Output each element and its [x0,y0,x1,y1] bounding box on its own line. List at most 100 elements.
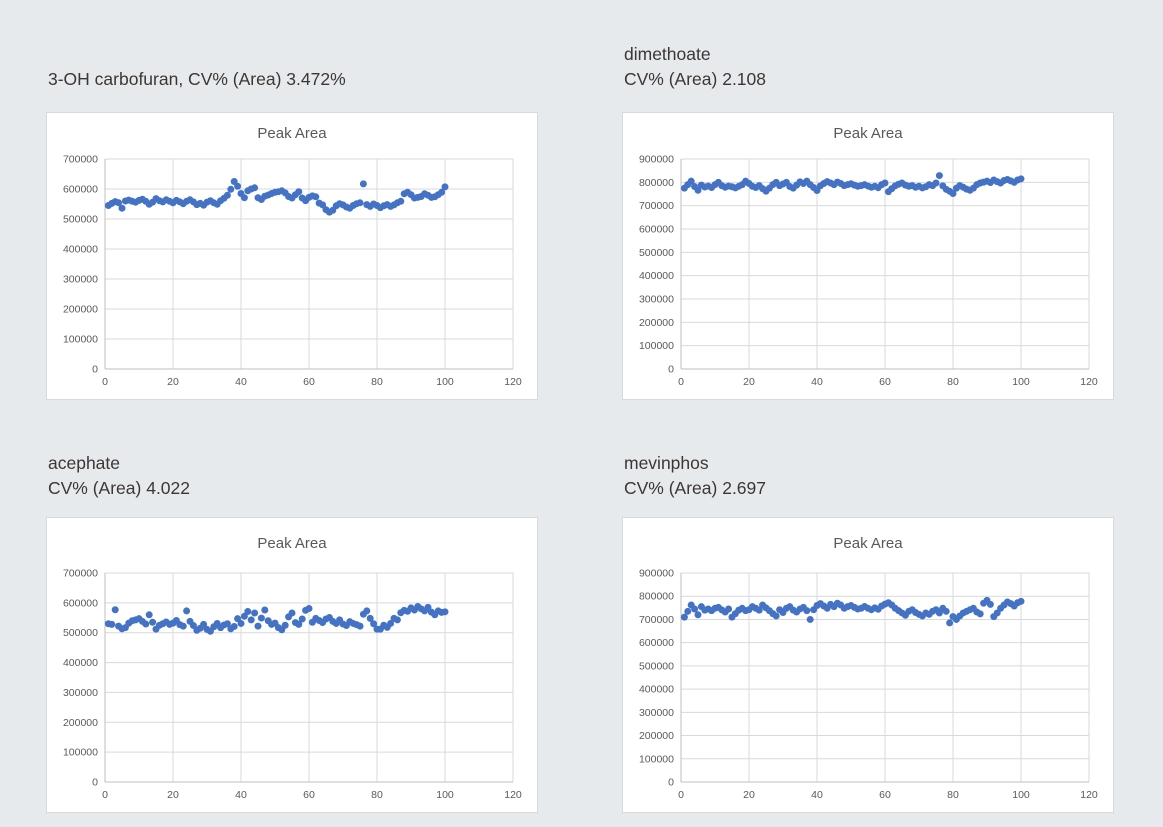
data-point [356,199,364,207]
chart-label-line2: CV% (Area) 2.108 [624,69,767,89]
y-tick-label: 300000 [639,707,674,719]
scatter-chart-svg: Peak Area 0 100000 200000 300000 400000 500000… [639,125,1098,388]
scatter-chart-svg: Peak Area 0 100000 200000 300000 400000 500000… [639,535,1098,801]
x-tick-label: 100 [436,376,454,388]
data-point [387,619,395,627]
chart-label-carbofuran: 3-OH carbofuran, CV% (Area) 3.472% [48,38,588,92]
data-point [881,179,889,187]
data-point [356,622,364,630]
data-point [251,184,259,192]
data-point [393,616,401,624]
data-point [312,193,320,201]
data-point [240,194,248,202]
data-point [295,620,303,628]
y-tick-label: 200000 [63,717,98,729]
y-tick-label: 0 [92,777,98,789]
data-point [366,614,374,622]
x-tick-label: 120 [1080,789,1098,801]
chart-label-dimethoate: dimethoate CV% (Area) 2.108 [624,38,1163,92]
data-point [118,204,126,212]
data-point [223,620,231,628]
data-point [234,182,242,190]
data-point [694,186,702,194]
x-tick-label: 40 [811,789,823,801]
y-tick-label: 900000 [639,154,674,166]
y-tick-label: 500000 [63,627,98,639]
data-point [725,605,733,613]
chart-label-mevinphos: mevinphos CV% (Area) 2.697 [624,445,1163,501]
chart-label-line2: CV% (Area) 2.697 [624,478,767,498]
data-point [183,607,191,615]
y-tick-label: 700000 [639,614,674,626]
x-tick-label: 120 [504,376,522,388]
data-point [237,619,245,627]
x-tick-label: 0 [678,376,684,388]
data-point [179,622,187,630]
data-point [976,610,984,618]
data-point [942,607,950,615]
y-tick-label: 600000 [63,597,98,609]
x-tick-label: 60 [879,376,891,388]
x-tick-label: 80 [947,789,959,801]
data-point [244,608,252,616]
data-point [111,606,119,614]
chart-title: Peak Area [833,125,903,142]
data-point [251,609,259,617]
data-point [281,621,289,629]
data-point [438,188,446,196]
y-tick-label: 600000 [639,637,674,649]
y-tick-label: 500000 [63,214,98,226]
data-point [115,199,123,207]
y-tick-label: 100000 [639,340,674,352]
y-tick-label: 600000 [63,184,98,196]
y-tick-label: 300000 [639,294,674,306]
data-point [687,177,695,185]
x-tick-label: 120 [1080,376,1098,388]
data-point [254,622,262,630]
y-tick-label: 700000 [63,154,98,166]
data-point [295,188,303,196]
x-tick-label: 60 [303,376,315,388]
x-tick-label: 20 [743,789,755,801]
x-tick-label: 80 [371,789,383,801]
data-point [298,615,306,623]
data-point [949,190,957,198]
data-point [247,616,255,624]
data-point [755,606,763,614]
y-tick-label: 400000 [63,657,98,669]
chart-title: Peak Area [257,125,327,142]
y-tick-label: 500000 [639,660,674,672]
data-point [441,608,449,616]
y-tick-label: 100000 [63,334,98,346]
data-point [694,611,702,619]
data-point [1017,597,1025,605]
data-point [142,620,150,628]
x-tick-label: 60 [879,789,891,801]
chart-panel-carbofuran: Peak Area 0 100000 200000 300000 400000 500000… [46,112,538,400]
chart-label-line1: mevinphos [624,453,709,473]
x-tick-label: 0 [102,789,108,801]
x-tick-label: 20 [743,376,755,388]
x-tick-label: 80 [947,376,959,388]
data-point [288,609,296,617]
y-tick-label: 500000 [639,247,674,259]
x-tick-label: 40 [235,376,247,388]
data-point [803,607,811,615]
x-tick-label: 120 [504,789,522,801]
data-point [223,191,231,199]
y-tick-label: 600000 [639,224,674,236]
x-tick-label: 20 [167,376,179,388]
y-tick-label: 200000 [639,317,674,329]
chart-label-acephate: acephate CV% (Area) 4.022 [48,445,588,501]
data-point [932,179,940,187]
data-point [684,607,692,615]
y-tick-label: 400000 [63,244,98,256]
data-point [986,600,994,608]
chart-panel-mevinphos: Peak Area 0 100000 200000 300000 400000 500000… [622,517,1114,813]
x-tick-label: 0 [678,789,684,801]
data-point [261,606,269,614]
y-tick-label: 700000 [639,200,674,212]
chart-panel-acephate: Peak Area 0 100000 200000 300000 400000 500000… [46,517,538,813]
y-tick-label: 400000 [639,270,674,282]
